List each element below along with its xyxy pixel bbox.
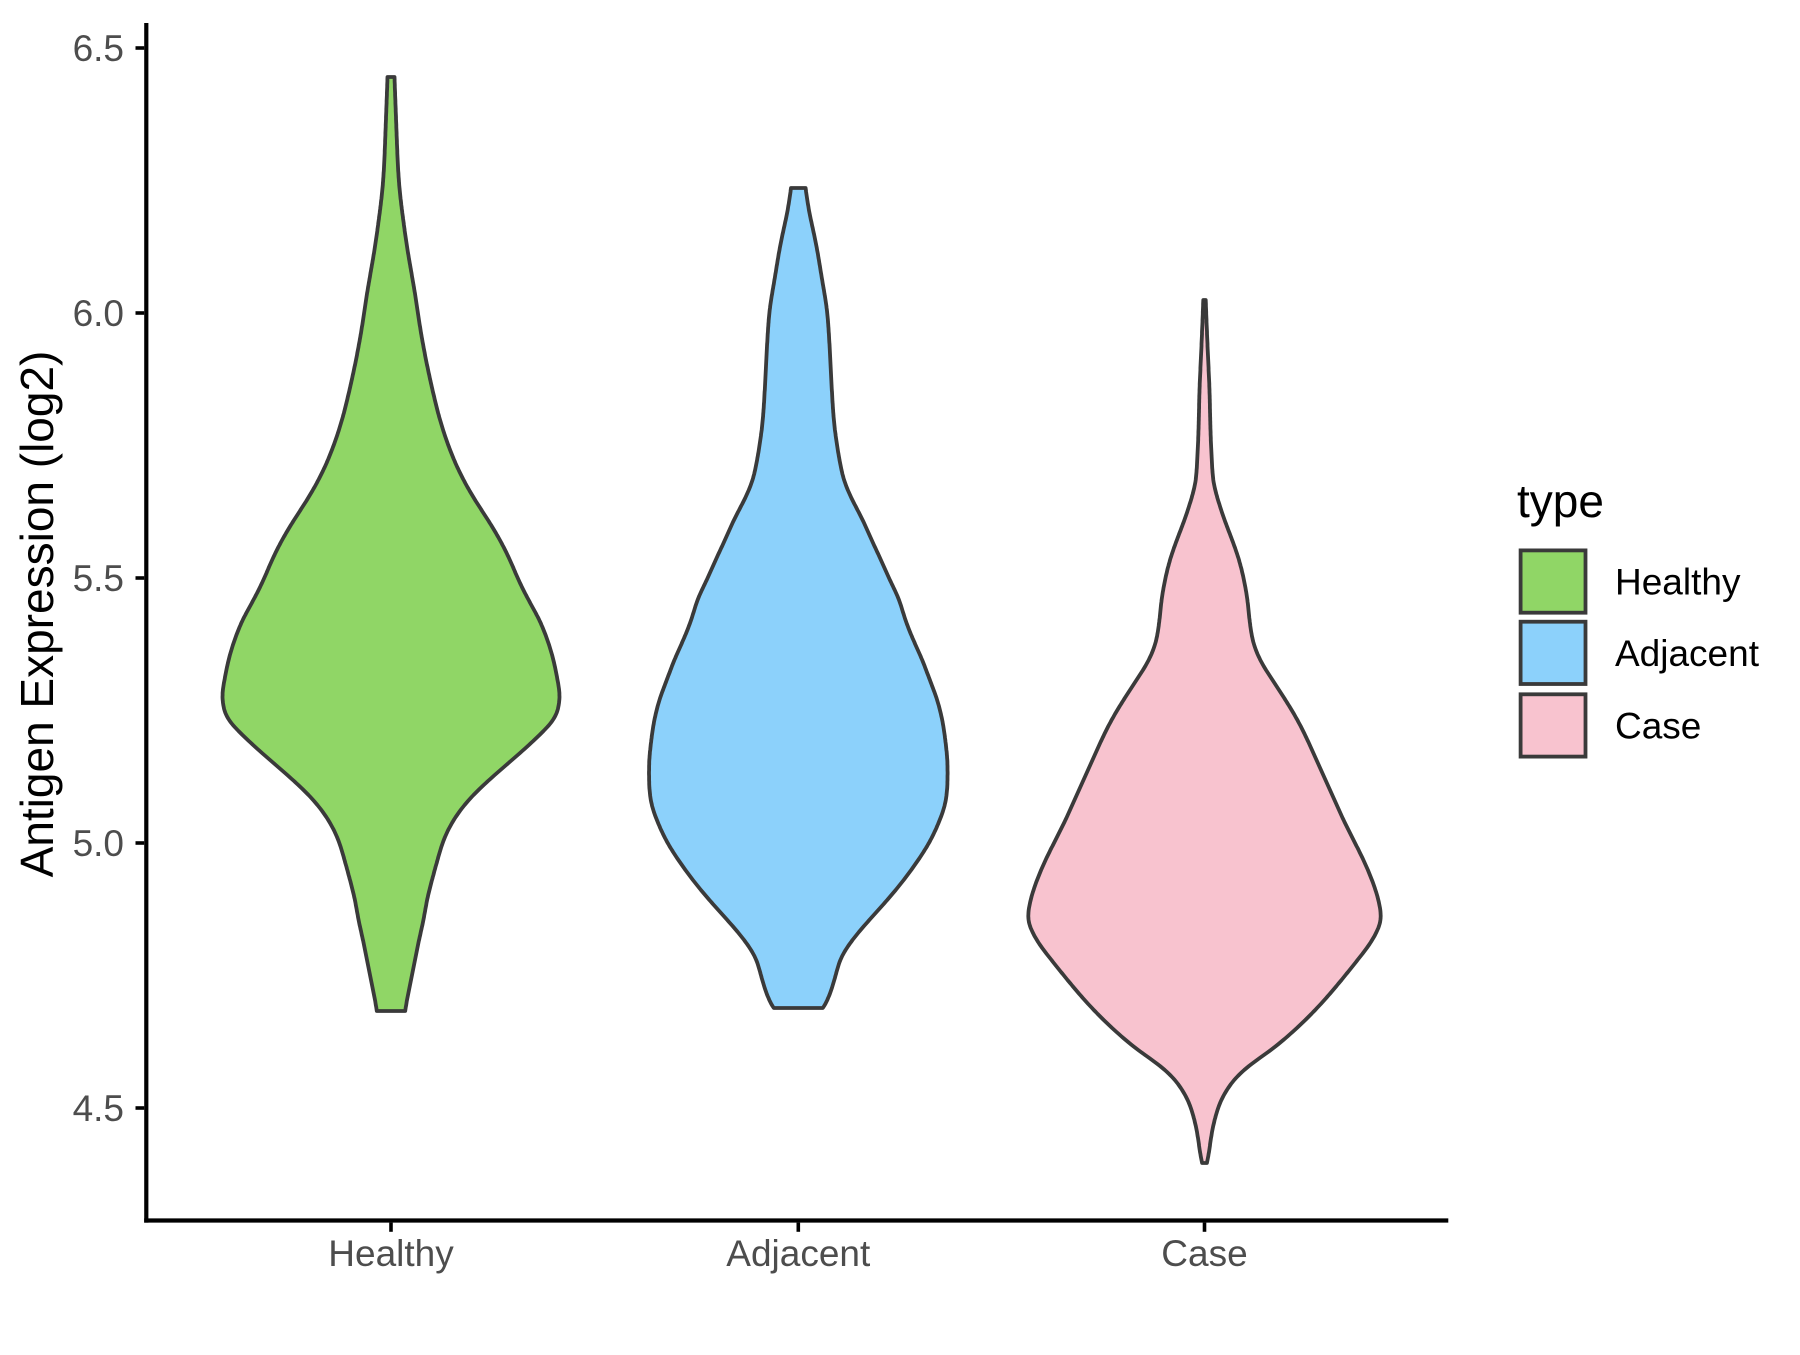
svg-text:5.5: 5.5 bbox=[73, 558, 124, 599]
svg-text:type: type bbox=[1517, 475, 1604, 527]
svg-text:6.5: 6.5 bbox=[73, 28, 124, 69]
svg-text:4.5: 4.5 bbox=[73, 1088, 124, 1129]
svg-text:Case: Case bbox=[1161, 1233, 1247, 1274]
svg-text:Healthy: Healthy bbox=[328, 1233, 454, 1274]
svg-text:Adjacent: Adjacent bbox=[1615, 633, 1760, 674]
svg-text:Antigen Expression (log2): Antigen Expression (log2) bbox=[11, 351, 63, 878]
svg-text:Case: Case bbox=[1615, 706, 1701, 747]
svg-text:5.0: 5.0 bbox=[73, 823, 124, 864]
svg-text:6.0: 6.0 bbox=[73, 293, 124, 334]
svg-text:Adjacent: Adjacent bbox=[726, 1233, 871, 1274]
svg-text:Healthy: Healthy bbox=[1615, 562, 1741, 603]
